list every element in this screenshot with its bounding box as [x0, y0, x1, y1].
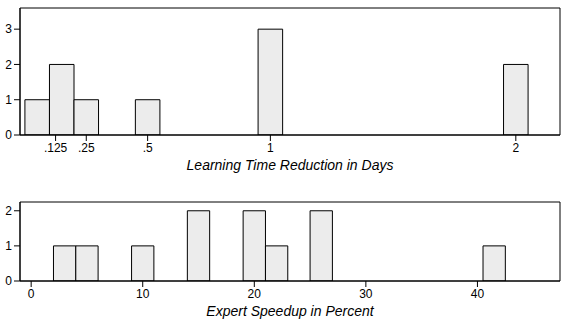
svg-text:0: 0 — [28, 287, 35, 301]
svg-text:3: 3 — [8, 22, 12, 36]
svg-text:.5: .5 — [143, 141, 153, 155]
svg-text:2: 2 — [8, 58, 12, 72]
svg-text:2: 2 — [512, 141, 519, 155]
svg-text:0: 0 — [8, 128, 12, 142]
svg-text:20: 20 — [248, 287, 262, 301]
svg-text:0: 0 — [8, 274, 12, 288]
svg-text:1: 1 — [8, 93, 12, 107]
svg-text:40: 40 — [471, 287, 485, 301]
svg-text:10: 10 — [136, 287, 150, 301]
svg-text:.125: .125 — [44, 141, 68, 155]
svg-text:30: 30 — [359, 287, 373, 301]
svg-text:Learning Time Reduction in Day: Learning Time Reduction in Days — [187, 157, 394, 173]
svg-text:2: 2 — [8, 204, 12, 218]
svg-text:.25: .25 — [78, 141, 95, 155]
svg-text:Expert Speedup in Percent: Expert Speedup in Percent — [206, 303, 374, 319]
svg-text:1: 1 — [267, 141, 274, 155]
svg-text:1: 1 — [8, 239, 12, 253]
